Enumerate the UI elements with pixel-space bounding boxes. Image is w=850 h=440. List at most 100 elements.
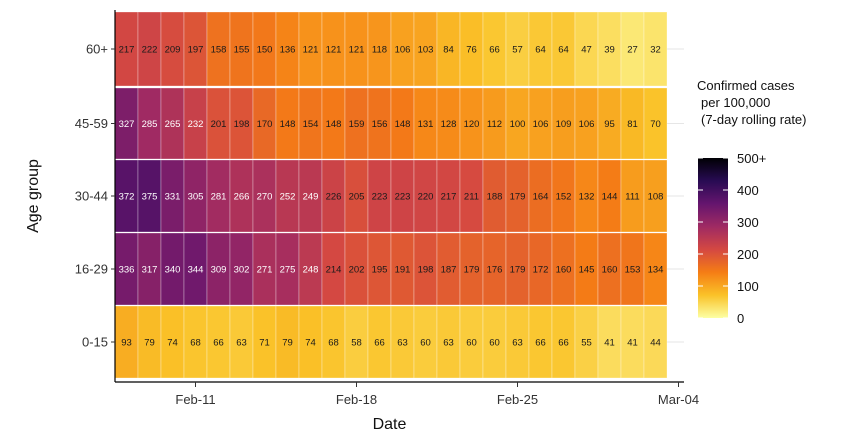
cell-value-label: 201 <box>211 119 227 130</box>
cell-value-label: 198 <box>418 265 434 276</box>
legend-colorbar <box>698 158 728 318</box>
cell-value-label: 63 <box>512 338 523 349</box>
cell-value-label: 41 <box>627 338 638 349</box>
cell-value-label: 336 <box>119 265 135 276</box>
cell-value-label: 270 <box>257 192 273 203</box>
cell-value-label: 95 <box>604 119 615 130</box>
cell-value-label: 152 <box>556 192 572 203</box>
heatmap-cell <box>643 305 668 379</box>
cell-value-label: 179 <box>510 192 526 203</box>
legend-tick-label: 0 <box>737 311 744 326</box>
cell-value-label: 121 <box>303 45 319 56</box>
cell-value-label: 164 <box>533 192 549 203</box>
cell-value-label: 154 <box>303 119 319 130</box>
cell-value-label: 63 <box>236 338 247 349</box>
y-tick-label: 0-15 <box>82 335 108 350</box>
cell-value-label: 79 <box>144 338 155 349</box>
cell-value-label: 32 <box>650 45 661 56</box>
cell-value-label: 134 <box>648 265 664 276</box>
cell-value-label: 106 <box>395 45 411 56</box>
cell-value-label: 202 <box>349 265 365 276</box>
cell-value-label: 131 <box>418 119 434 130</box>
cell-value-label: 265 <box>165 119 181 130</box>
cell-value-label: 148 <box>326 119 342 130</box>
cell-value-label: 109 <box>556 119 572 130</box>
cell-value-label: 170 <box>257 119 273 130</box>
cell-value-label: 302 <box>234 265 250 276</box>
cell-value-label: 81 <box>627 119 638 130</box>
y-tick-label: 30-44 <box>75 189 108 204</box>
cell-value-label: 160 <box>602 265 618 276</box>
cell-value-label: 57 <box>512 45 523 56</box>
cell-value-label: 66 <box>489 45 500 56</box>
cell-value-label: 93 <box>121 338 132 349</box>
x-tick-label: Feb-11 <box>175 392 215 407</box>
cell-value-label: 176 <box>487 265 503 276</box>
cell-value-label: 197 <box>188 45 204 56</box>
cell-value-label: 209 <box>165 45 181 56</box>
cell-value-label: 150 <box>257 45 273 56</box>
cell-value-label: 132 <box>579 192 595 203</box>
cell-value-label: 112 <box>487 119 502 130</box>
cell-value-label: 372 <box>119 192 135 203</box>
cell-value-label: 70 <box>650 119 661 130</box>
cell-value-label: 68 <box>190 338 201 349</box>
cell-value-label: 128 <box>441 119 457 130</box>
cell-value-label: 187 <box>441 265 457 276</box>
cell-value-label: 148 <box>280 119 296 130</box>
cell-value-label: 103 <box>418 45 434 56</box>
cell-value-label: 275 <box>280 265 296 276</box>
cell-value-label: 60 <box>466 338 477 349</box>
cell-value-label: 217 <box>119 45 135 56</box>
cell-value-label: 111 <box>625 192 639 203</box>
cell-value-label: 285 <box>142 119 158 130</box>
cell-value-label: 100 <box>510 119 526 130</box>
cell-value-label: 195 <box>372 265 388 276</box>
heatmap-cell <box>643 11 668 87</box>
cell-value-label: 155 <box>234 45 250 56</box>
cell-value-label: 44 <box>650 338 661 349</box>
cell-value-label: 248 <box>303 265 319 276</box>
cell-value-label: 340 <box>165 265 181 276</box>
cell-value-label: 27 <box>627 45 638 56</box>
cell-value-label: 39 <box>604 45 615 56</box>
cell-value-label: 108 <box>648 192 664 203</box>
cell-value-label: 64 <box>535 45 546 56</box>
cell-value-label: 271 <box>257 265 273 276</box>
cell-value-label: 375 <box>142 192 158 203</box>
cell-value-label: 249 <box>303 192 319 203</box>
cell-value-label: 79 <box>282 338 293 349</box>
cell-value-label: 179 <box>510 265 526 276</box>
legend-title-line: Confirmed cases <box>697 78 795 93</box>
cell-value-label: 120 <box>464 119 480 130</box>
cell-value-label: 68 <box>328 338 339 349</box>
cell-value-label: 58 <box>351 338 362 349</box>
y-tick-label: 60+ <box>86 42 108 57</box>
cell-value-label: 136 <box>280 45 296 56</box>
cell-value-label: 76 <box>466 45 477 56</box>
cell-value-label: 232 <box>188 119 204 130</box>
heatmap-cell <box>643 87 668 160</box>
cell-value-label: 188 <box>487 192 503 203</box>
cell-value-label: 144 <box>602 192 618 203</box>
cell-value-label: 222 <box>142 45 158 56</box>
cell-value-label: 220 <box>418 192 434 203</box>
cell-value-label: 266 <box>234 192 250 203</box>
cell-value-label: 217 <box>441 192 457 203</box>
legend-title-line: (7-day rolling rate) <box>701 112 807 127</box>
cell-value-label: 47 <box>581 45 592 56</box>
cell-value-label: 331 <box>165 192 181 203</box>
cell-value-label: 191 <box>395 265 411 276</box>
cell-value-label: 55 <box>581 338 592 349</box>
cell-value-label: 281 <box>211 192 227 203</box>
y-tick-label: 45-59 <box>75 116 108 131</box>
cell-value-label: 60 <box>489 338 500 349</box>
cell-value-label: 252 <box>280 192 296 203</box>
cell-value-label: 118 <box>372 45 387 56</box>
cell-value-label: 317 <box>142 265 158 276</box>
x-axis-title: Date <box>373 416 407 433</box>
cell-value-label: 121 <box>326 45 342 56</box>
cell-value-label: 156 <box>372 119 388 130</box>
